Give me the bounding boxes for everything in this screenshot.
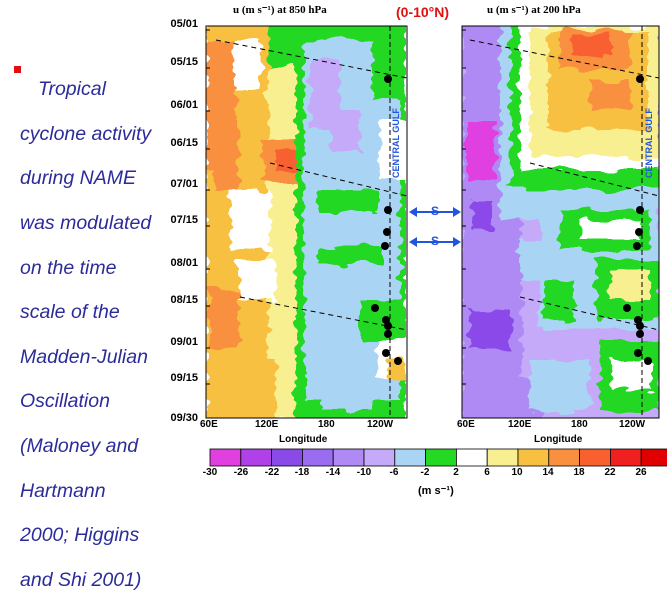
- date-label: 06/01: [170, 99, 198, 111]
- date-label: 07/15: [170, 214, 198, 226]
- colorbar-tick: -26: [233, 467, 249, 478]
- colorbar-tick: 26: [635, 467, 647, 478]
- bullet-marker: [14, 66, 21, 73]
- colorbar-tick: -22: [264, 467, 280, 478]
- colorbar-swatch: [271, 448, 303, 467]
- right-region-label: CENTRAL GULF: [644, 108, 654, 178]
- colorbar-swatch: [640, 448, 667, 467]
- lon-label: 120E: [255, 419, 279, 430]
- bullet-line: scale of the: [20, 301, 120, 324]
- bullet-line: Hartmann: [20, 479, 106, 502]
- lon-label: 120W: [367, 419, 394, 430]
- right-panel-title: u (m s⁻¹) at 200 hPa: [487, 4, 581, 16]
- right-panel-field: [462, 26, 659, 418]
- slide: Tropical cyclone activity during NAME wa…: [14, 4, 667, 591]
- colorbar-tick: 10: [511, 467, 523, 478]
- bullet-line: cyclone activity: [20, 122, 152, 145]
- date-label: 08/15: [170, 294, 198, 306]
- left-panel-field: [206, 26, 407, 418]
- colorbar-tick: 6: [484, 467, 490, 478]
- colorbar-tick: -10: [356, 467, 372, 478]
- lon-label: 180: [571, 419, 588, 430]
- colorbar-swatch: [301, 448, 334, 467]
- bullet-line: was modulated: [20, 212, 152, 235]
- arrow-label: S: [431, 234, 440, 248]
- region-label: (0-10°N): [396, 4, 450, 20]
- colorbar-swatch: [240, 448, 273, 467]
- colorbar-tick: -18: [294, 467, 310, 478]
- hovmoller-plots: CENTRAL GULF: [205, 25, 667, 467]
- colorbar-swatch: [610, 448, 642, 467]
- right-axis-title: Longitude: [534, 434, 583, 445]
- date-label: 06/15: [170, 137, 198, 149]
- colorbar-tick: -2: [420, 467, 430, 478]
- colorbar-swatch: [209, 448, 242, 467]
- storm-markers-right: [623, 75, 652, 365]
- lon-label: 60E: [457, 419, 475, 430]
- colorbar-swatch: [548, 448, 580, 467]
- left-panel-title: u (m s⁻¹) at 850 hPa: [233, 4, 327, 16]
- colorbar-tick: -30: [202, 467, 218, 478]
- colorbar-tick: -14: [325, 467, 341, 478]
- colorbar-tick: 22: [604, 467, 616, 478]
- colorbar-swatch: [579, 448, 611, 467]
- colorbar-swatch: [363, 448, 396, 467]
- colorbar-swatch: [425, 448, 457, 467]
- bullet-line: Tropical: [38, 78, 106, 101]
- left-region-label: CENTRAL GULF: [391, 108, 401, 178]
- bullet-line: (Maloney and: [20, 435, 139, 458]
- swell-arrows: [409, 207, 461, 247]
- lon-label: 60E: [200, 419, 218, 430]
- colorbar: [209, 448, 667, 467]
- date-label: 08/01: [170, 257, 198, 269]
- colorbar-swatch: [517, 448, 550, 467]
- lon-label: 120W: [619, 419, 646, 430]
- arrow-label: S: [431, 204, 440, 218]
- bullet-line: Oscillation: [20, 390, 110, 413]
- colorbar-tick: 2: [453, 467, 459, 478]
- date-label: 07/01: [170, 178, 198, 190]
- bullet-line: 2000; Higgins: [20, 524, 140, 547]
- left-axis-title: Longitude: [279, 434, 328, 445]
- colorbar-swatch: [332, 448, 365, 467]
- date-label: 09/30: [170, 412, 198, 424]
- colorbar-swatch: [455, 448, 488, 467]
- date-label: 05/15: [170, 56, 198, 68]
- lon-label: 120E: [508, 419, 532, 430]
- date-label: 09/15: [170, 372, 198, 384]
- bullet-line: on the time: [20, 256, 117, 279]
- lon-label: 180: [318, 419, 335, 430]
- date-label: 09/01: [170, 336, 198, 348]
- bullet-line: Madden-Julian: [20, 345, 148, 368]
- bullet-line: during NAME: [20, 167, 136, 190]
- colorbar-tick: -6: [389, 467, 399, 478]
- date-label: 05/01: [170, 18, 198, 30]
- colorbar-swatch: [486, 448, 519, 467]
- colorbar-tick: 14: [542, 467, 554, 478]
- bullet-line: and Shi 2001): [20, 568, 142, 591]
- colorbar-units: (m s⁻¹): [418, 485, 454, 497]
- colorbar-swatch: [394, 448, 426, 467]
- storm-markers-left: [371, 75, 402, 365]
- colorbar-tick: 18: [573, 467, 585, 478]
